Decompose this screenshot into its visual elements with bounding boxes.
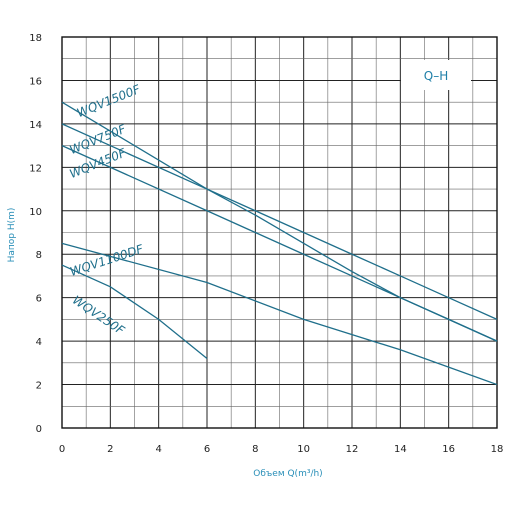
series-line-wqv1100df [61, 242, 498, 386]
series-line-wqv250f [61, 264, 208, 359]
legend-text: Q–H [424, 69, 448, 83]
x-tick-label: 4 [155, 444, 161, 455]
x-axis-label: Объем Q(m³/h) [253, 469, 322, 479]
y-tick-label: 14 [29, 120, 42, 131]
y-tick-label: 12 [29, 163, 42, 174]
series-lines [61, 101, 498, 386]
y-tick-label: 6 [36, 294, 42, 305]
x-tick-label: 0 [59, 444, 65, 455]
y-tick-labels: 0 2 4 6 8 10 12 14 16 18 [29, 33, 42, 435]
x-tick-label: 2 [107, 444, 113, 455]
y-tick-label: 10 [29, 207, 42, 218]
x-tick-label: 16 [442, 444, 455, 455]
y-tick-label: 2 [36, 381, 42, 392]
y-axis-label: Напор H(m) [7, 208, 17, 263]
series-line-wqv450f [61, 145, 498, 342]
y-tick-label: 8 [36, 250, 42, 261]
plot-frame [61, 36, 498, 429]
x-tick-label: 6 [204, 444, 210, 455]
x-tick-label: 10 [297, 444, 310, 455]
y-tick-label: 0 [36, 424, 42, 435]
x-tick-label: 8 [252, 444, 258, 455]
y-tick-label: 18 [29, 33, 42, 44]
x-tick-label: 12 [346, 444, 359, 455]
legend-box [401, 60, 471, 90]
y-tick-label: 4 [36, 337, 42, 348]
x-tick-labels: 0 2 4 6 8 10 12 14 16 18 [59, 444, 504, 455]
x-tick-label: 14 [394, 444, 407, 455]
x-tick-label: 18 [491, 444, 504, 455]
y-tick-label: 16 [29, 76, 42, 87]
